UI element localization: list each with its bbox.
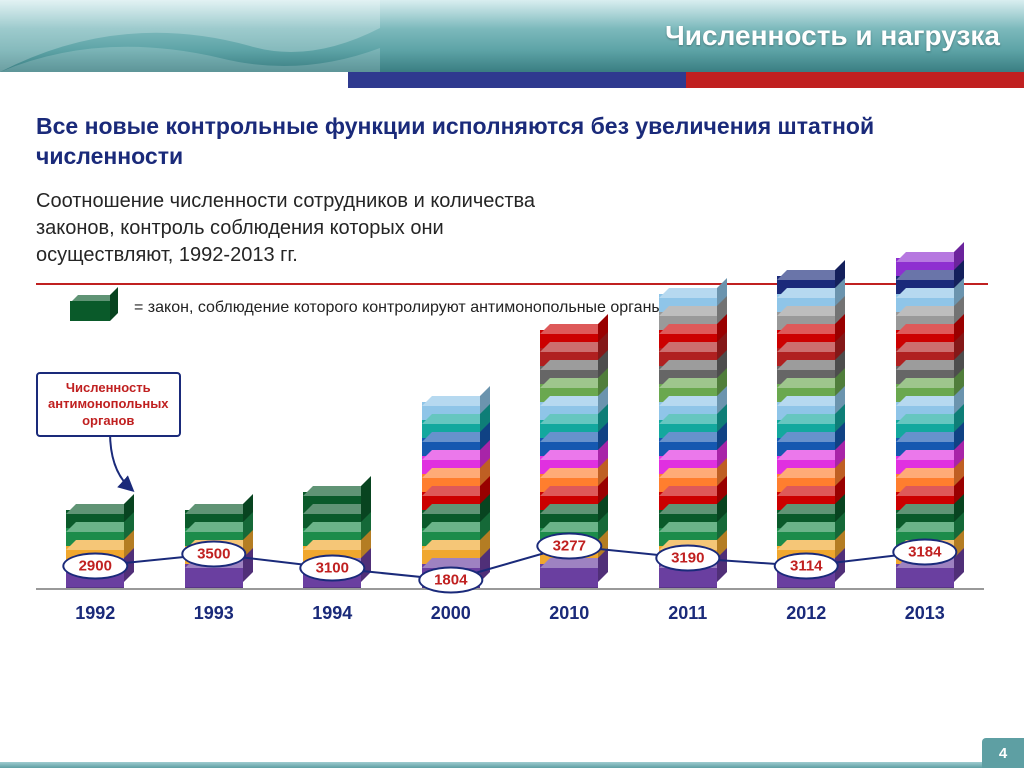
year-labels: 1992 1993 1994 2000 2010 2011 2012 2013 [36, 603, 984, 624]
year-label: 1992 [60, 603, 130, 624]
year-label: 2000 [416, 603, 486, 624]
bar-segment [540, 564, 598, 588]
year-label: 2013 [890, 603, 960, 624]
bar-col [416, 154, 486, 588]
year-label: 2011 [653, 603, 723, 624]
page-number: 4 [982, 738, 1024, 768]
bar-col [297, 154, 367, 588]
slide-header: Численность и нагрузка [0, 0, 1024, 72]
bar-col [653, 154, 723, 588]
bar-col [771, 154, 841, 588]
bar-col [534, 154, 604, 588]
staff-value-oval: 3184 [892, 539, 957, 566]
year-label: 1993 [179, 603, 249, 624]
staff-value-oval: 2900 [63, 553, 128, 580]
callout-box: Численность антимонопольных органов [36, 372, 181, 437]
staff-value-oval: 3190 [655, 545, 720, 572]
callout-line2: антимонопольных [48, 396, 169, 412]
staff-value-oval: 3277 [537, 533, 602, 560]
bar-segment [185, 564, 243, 588]
staff-value-oval: 3114 [774, 553, 839, 580]
header-decoration-swirl [0, 0, 380, 72]
footer-bar [0, 762, 982, 768]
bar-segment [896, 564, 954, 588]
bar-col [890, 154, 960, 588]
year-label: 1994 [297, 603, 367, 624]
callout-line1: Численность [48, 380, 169, 396]
staff-value-oval: 3100 [300, 555, 365, 582]
bar-col [60, 154, 130, 588]
year-label: 2010 [534, 603, 604, 624]
slide-title: Численность и нагрузка [665, 20, 1000, 52]
tricolor-stripe [0, 72, 1024, 88]
callout-line3: органов [48, 413, 169, 429]
staff-value-oval: 3500 [181, 541, 246, 568]
bar-col [179, 154, 249, 588]
year-label: 2012 [771, 603, 841, 624]
legend-cube-icon [70, 295, 120, 321]
staff-value-oval: 1804 [418, 567, 483, 594]
